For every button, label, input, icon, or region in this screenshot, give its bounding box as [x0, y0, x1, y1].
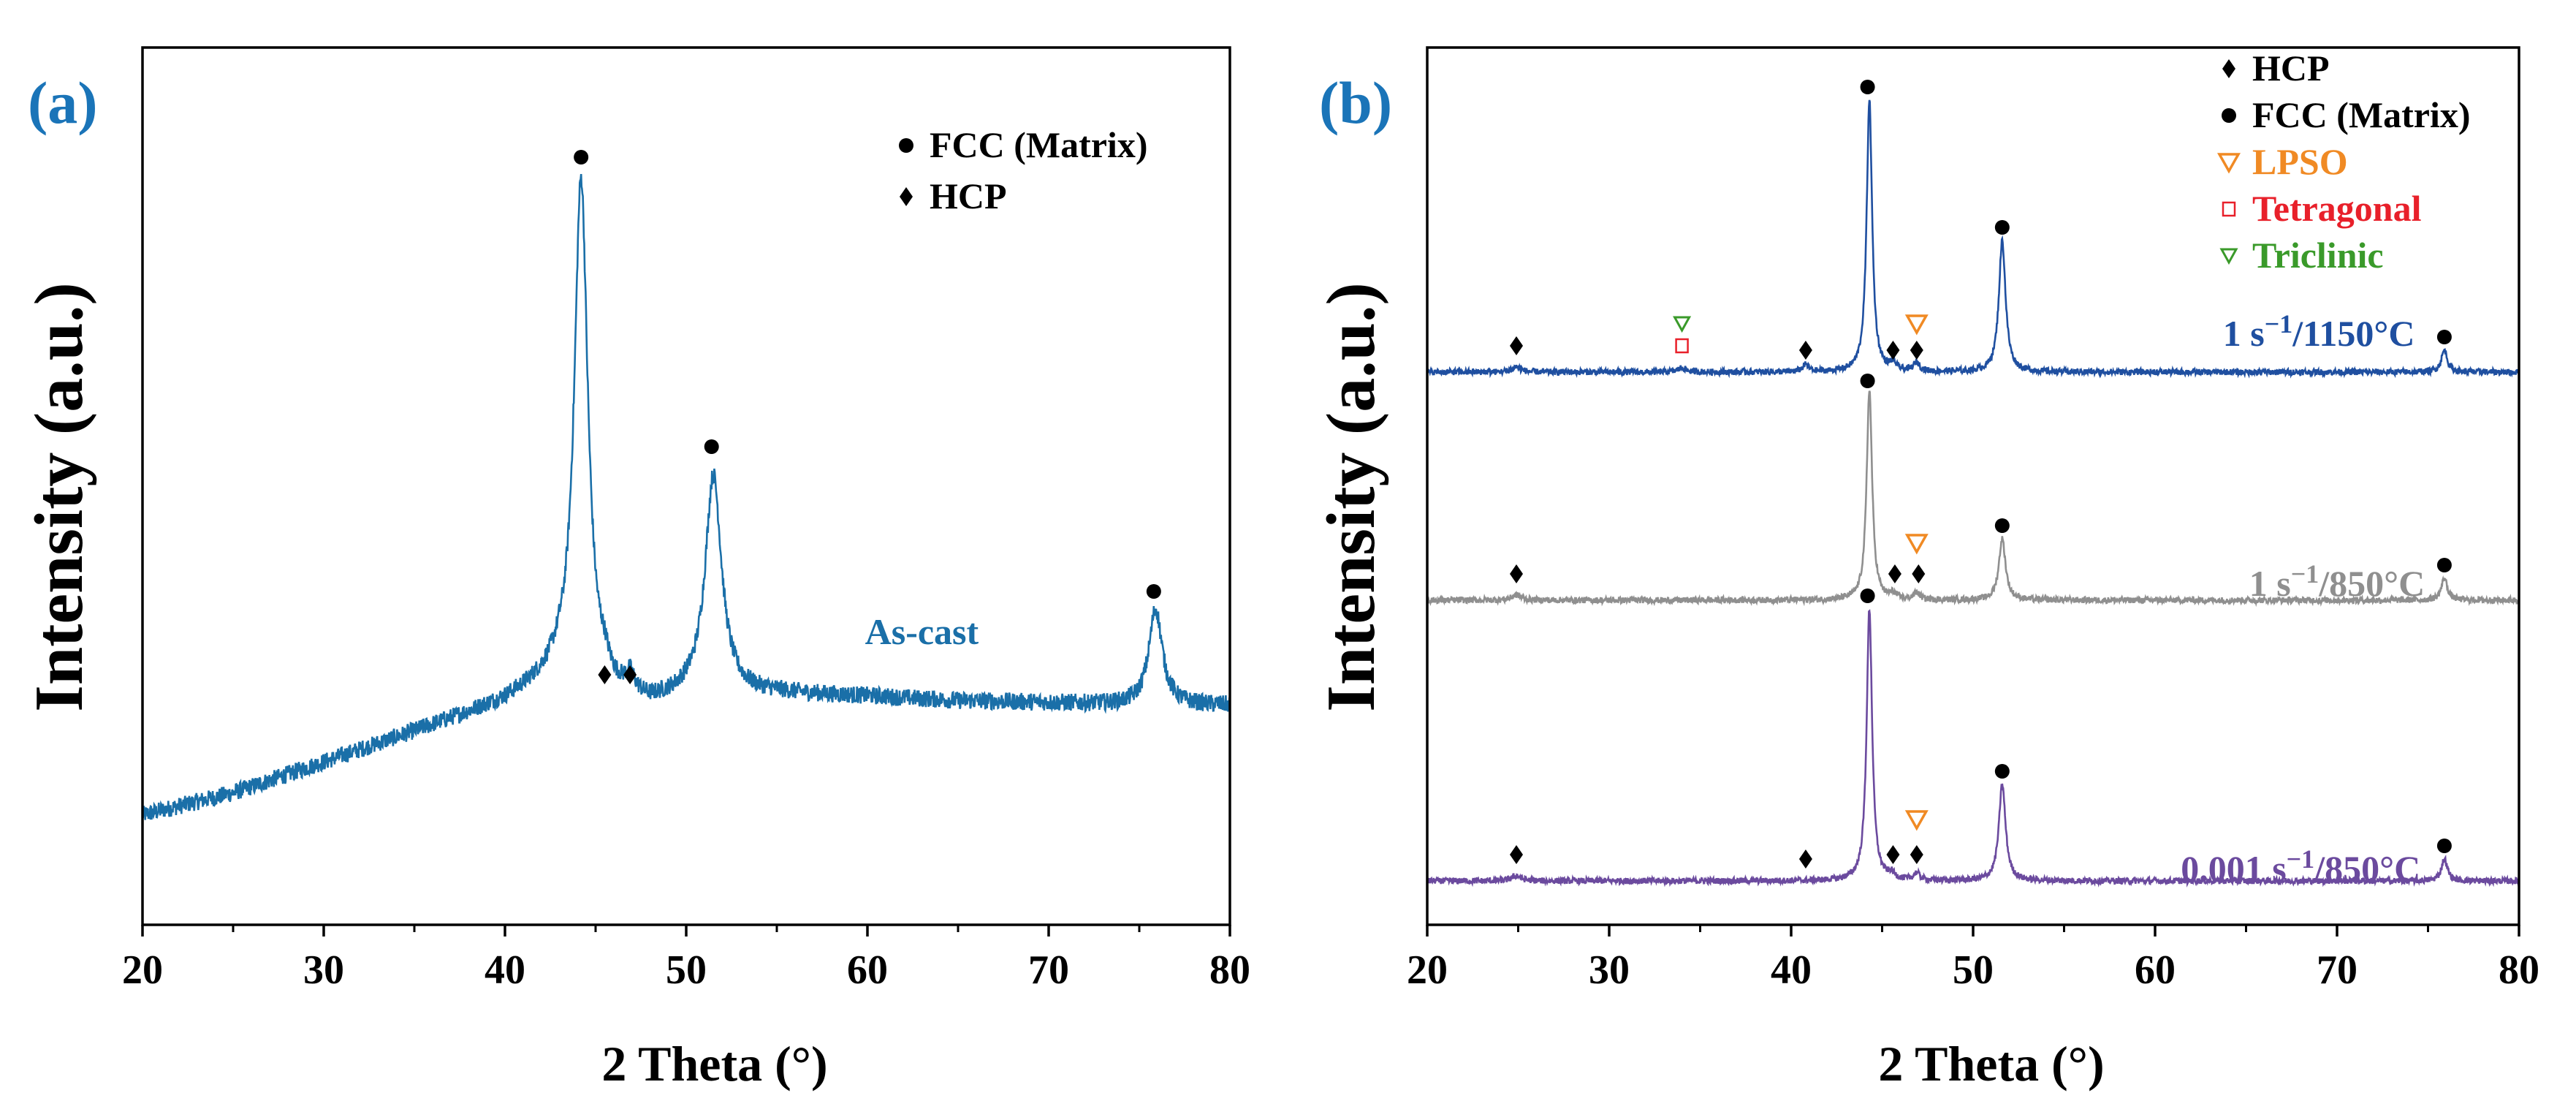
series-label-0-0: As-cast [865, 611, 979, 652]
x-tick-label-0-1: 30 [303, 947, 344, 993]
legend-marker-1-3 [2222, 201, 2236, 217]
phase-marker-1-2-5 [1886, 341, 1900, 360]
panel-label-a: (a) [28, 69, 98, 136]
legend-label-1-1: FCC (Matrix) [2252, 94, 2471, 135]
phase-marker-0-0-2 [623, 665, 637, 684]
legend-label-1-0: HCP [2252, 48, 2330, 88]
series-line-0-0 [141, 173, 1231, 820]
x-axis-label-b: 2 Theta (°) [1878, 1036, 2104, 1091]
phase-marker-1-0-5 [1904, 810, 1929, 831]
plot-area-a: As-cast 20 30 40 50 60 70 80 FCC (Matrix) HCP [122, 46, 1250, 993]
legend-label-1-3: Tetragonal [2252, 188, 2422, 229]
phase-marker-1-0-6 [1994, 764, 2010, 779]
series-label-1-1: 1 s−1/850°C [2249, 559, 2425, 604]
panel-label-b: (b) [1319, 69, 1392, 136]
phase-marker-1-1-1 [1860, 374, 1875, 388]
x-tick-label-1-5: 70 [2317, 947, 2357, 993]
phase-marker-0-0-4 [1146, 584, 1161, 599]
phase-marker-1-2-4 [1860, 80, 1875, 94]
axes-frame-0 [141, 46, 1231, 926]
y-axis-label-b: Intensity (a.u.) [1313, 282, 1389, 712]
phase-marker-1-2-8 [1994, 220, 2010, 235]
x-tick-label-0-2: 40 [485, 947, 525, 993]
series-line-1-0 [1426, 609, 2520, 888]
x-tick-label-1-2: 40 [1771, 947, 1812, 993]
axes-frame-1 [1426, 46, 2520, 926]
x-tick-label-0-3: 50 [666, 947, 707, 993]
legend-marker-0-1 [900, 187, 913, 206]
x-tick-label-1-3: 50 [1953, 947, 1994, 993]
legend-marker-1-4 [2219, 248, 2238, 265]
phase-marker-1-0-0 [1510, 845, 1524, 864]
legend-marker-1-1 [2222, 108, 2236, 123]
phase-marker-1-2-0 [1510, 336, 1524, 355]
panel-b-strain-rates: (b) Intensity (a.u.) 2 Theta (°) 0.001 s… [1313, 46, 2539, 1091]
series-line-1-2 [1426, 99, 2520, 379]
phase-marker-0-0-1 [598, 665, 612, 684]
x-tick-label-1-0: 20 [1407, 947, 1448, 993]
x-axis-label-a: 2 Theta (°) [601, 1036, 827, 1091]
phase-marker-1-2-6 [1910, 341, 1923, 360]
phase-marker-1-0-4 [1910, 845, 1923, 864]
phase-marker-1-0-7 [2436, 839, 2452, 853]
phase-marker-0-0-3 [704, 439, 719, 454]
x-tick-label-0-5: 70 [1028, 947, 1069, 993]
phase-marker-1-2-1 [1675, 338, 1689, 354]
phase-marker-1-1-5 [1994, 518, 2010, 533]
x-tick-label-1-1: 30 [1589, 947, 1630, 993]
x-tick-label-1-4: 60 [2135, 947, 2176, 993]
phase-marker-1-1-2 [1888, 564, 1901, 583]
phase-marker-1-0-1 [1798, 850, 1812, 869]
x-tick-label-0-0: 20 [122, 947, 163, 993]
legend-marker-1-0 [2222, 59, 2235, 78]
phase-marker-1-0-2 [1860, 589, 1875, 603]
phase-marker-1-2-3 [1798, 341, 1812, 360]
series-line-1-1 [1426, 390, 2520, 608]
legend-label-1-4: Triclinic [2252, 235, 2384, 276]
legend-label-0-0: FCC (Matrix) [930, 124, 1148, 165]
phase-marker-1-1-6 [2436, 558, 2452, 572]
legend-label-1-2: LPSO [2252, 141, 2348, 182]
phase-marker-1-1-0 [1510, 564, 1524, 583]
x-tick-label-0-4: 60 [847, 947, 888, 993]
legend-label-0-1: HCP [930, 175, 1007, 216]
series-label-1-0: 0.001 s−1/850°C [2181, 844, 2420, 889]
phase-marker-1-0-3 [1886, 845, 1900, 864]
y-axis-label-a: Intensity (a.u.) [21, 282, 97, 712]
x-tick-label-0-6: 80 [1209, 947, 1250, 993]
x-tick-label-1-6: 80 [2499, 947, 2539, 993]
phase-marker-0-0-0 [574, 150, 589, 164]
phase-marker-1-1-4 [1904, 534, 1929, 555]
legend-marker-1-2 [2217, 153, 2241, 174]
series-label-1-2: 1 s−1/1150°C [2223, 309, 2415, 354]
plot-area-b: 0.001 s−1/850°C 1 s−1/850°C 1 s−1/1150°C 20… [1407, 46, 2539, 993]
phase-marker-1-2-9 [2436, 330, 2452, 344]
phase-marker-1-2-2 [1673, 316, 1692, 333]
phase-marker-1-1-3 [1912, 564, 1926, 583]
legend-marker-0-0 [899, 138, 913, 153]
phase-marker-1-2-7 [1904, 314, 1929, 336]
panel-a-as-cast: (a) Intensity (a.u.) 2 Theta (°) As-cast… [21, 46, 1250, 1091]
